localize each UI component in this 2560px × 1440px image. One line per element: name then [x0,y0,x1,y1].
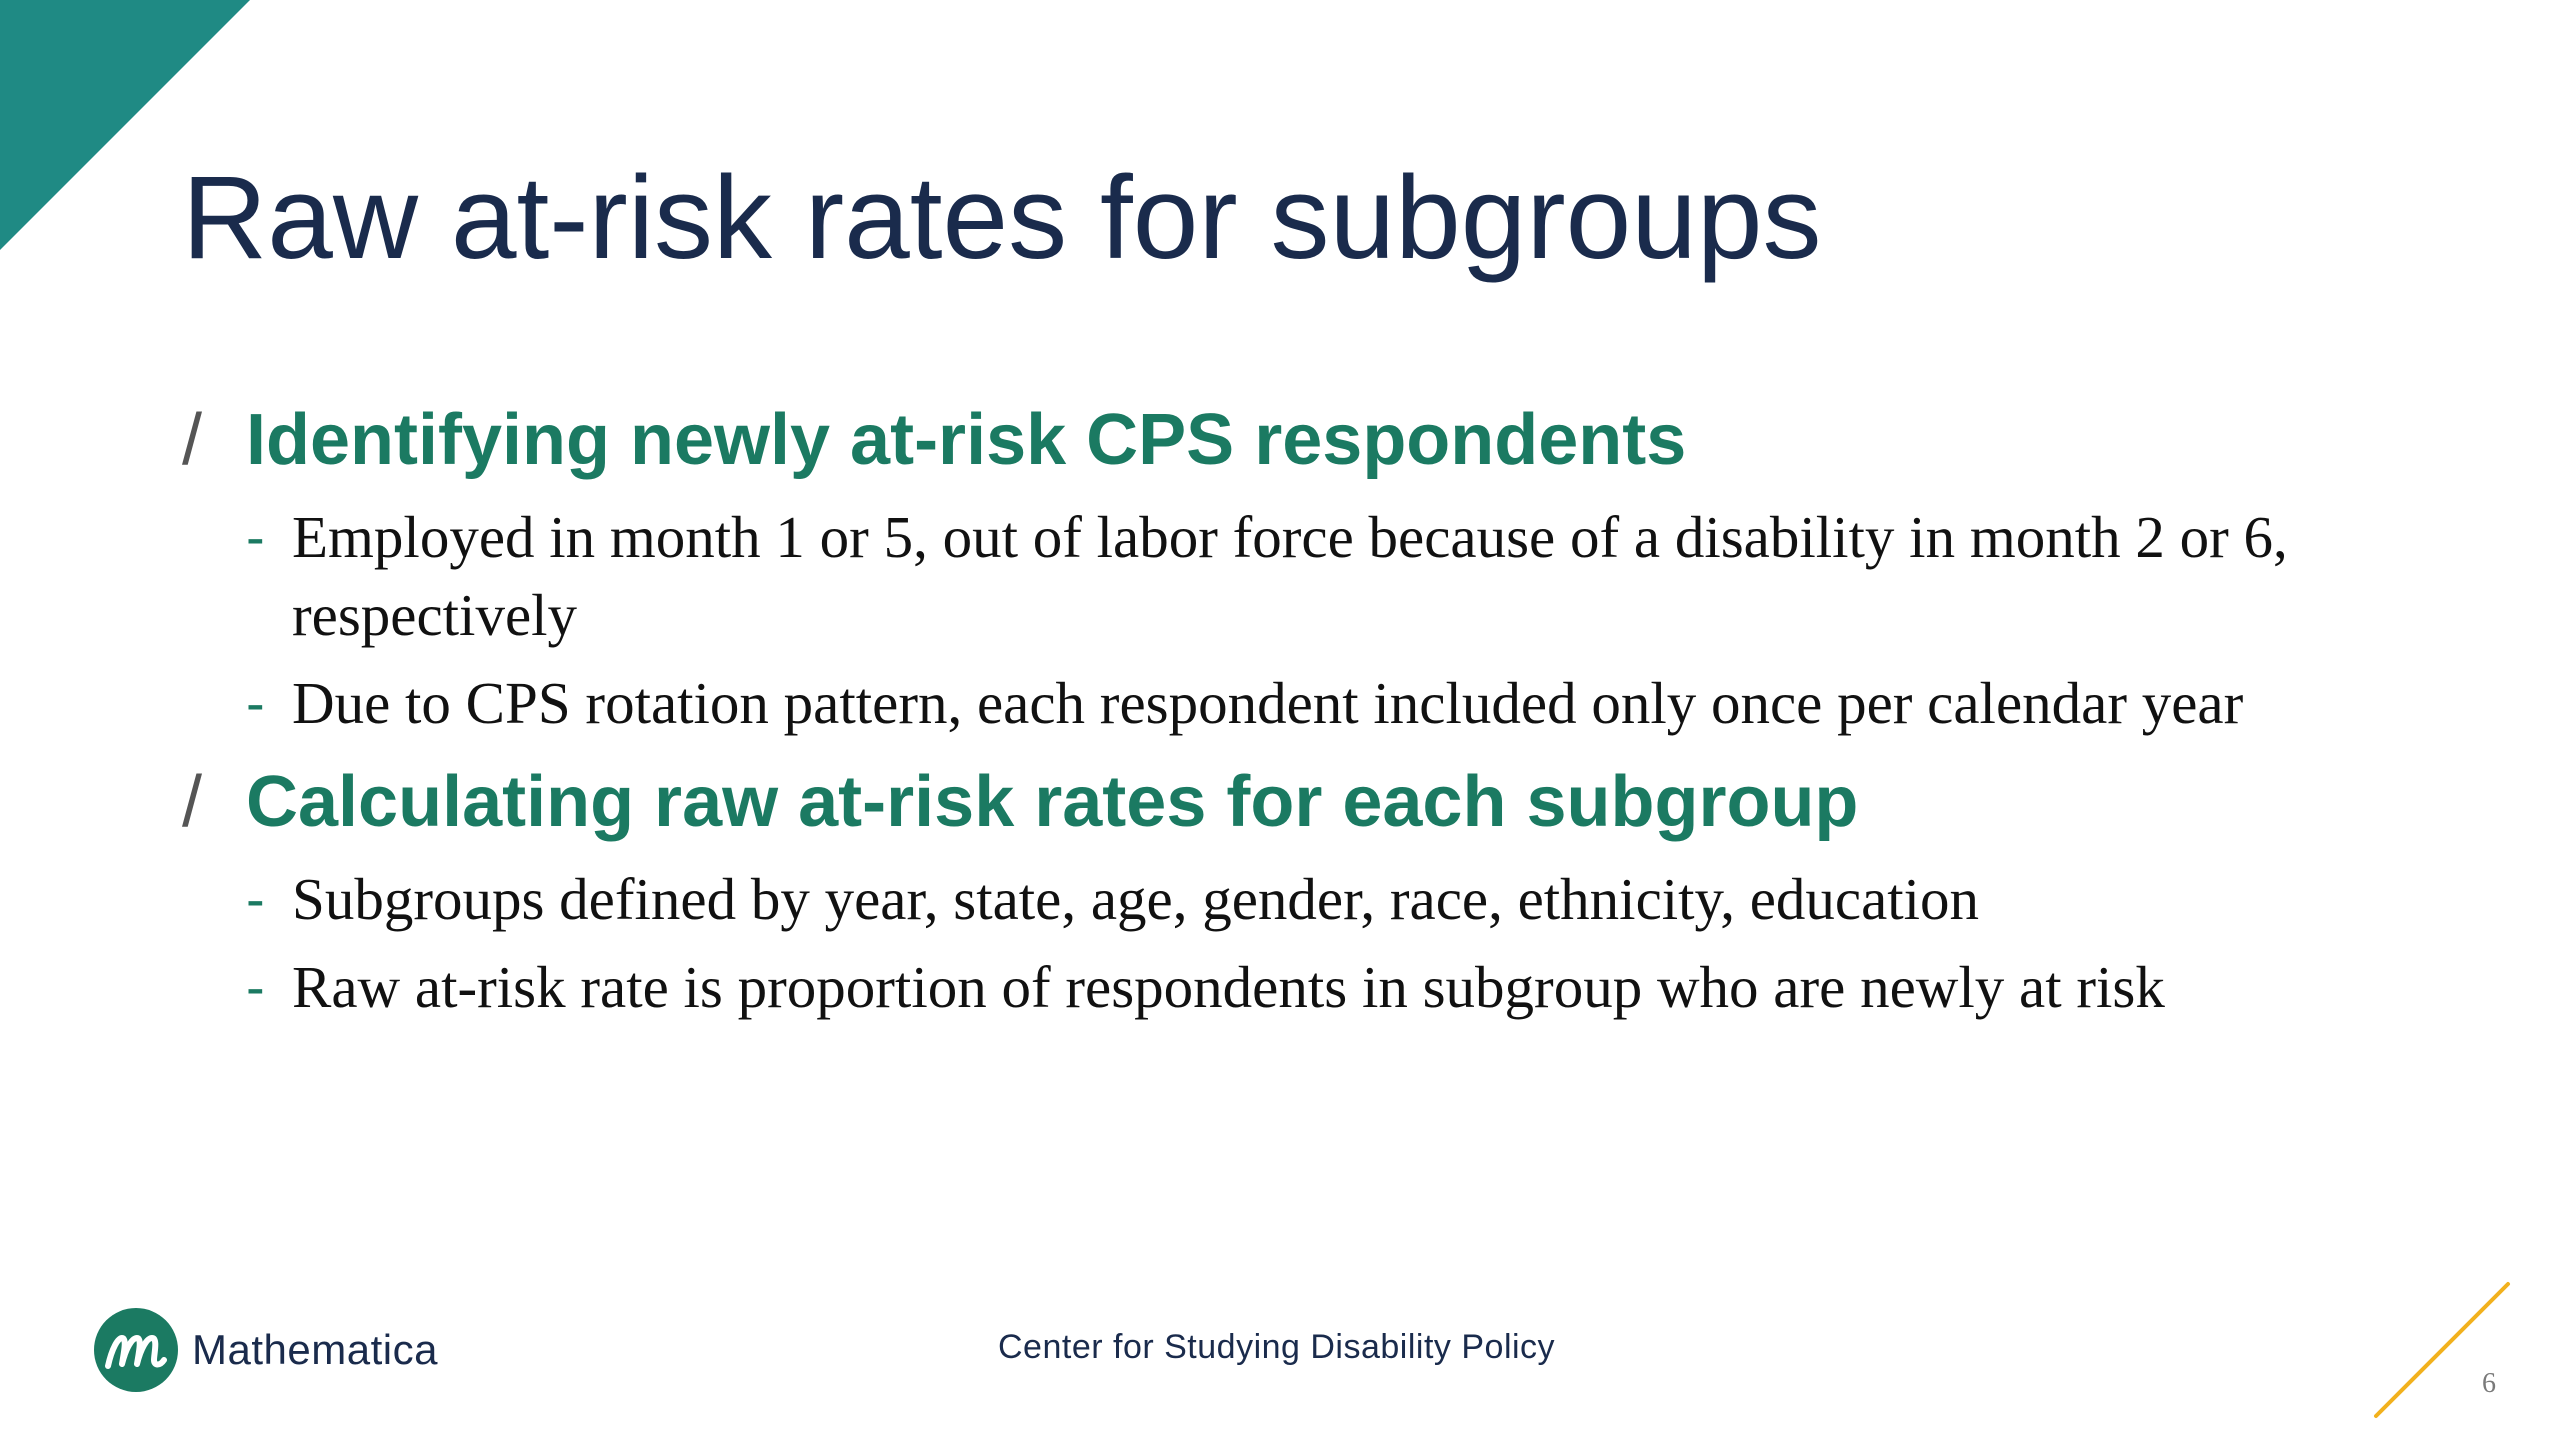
slide-content: / Identifying newly at-risk CPS responde… [182,390,2412,1036]
bullet-text: Employed in month 1 or 5, out of labor f… [292,504,2288,648]
bullet-text: Raw at-risk rate is proportion of respon… [292,954,2165,1020]
list-item: - Employed in month 1 or 5, out of labor… [246,498,2412,654]
list-item: - Subgroups defined by year, state, age,… [246,860,2412,938]
bullet-text: Due to CPS rotation pattern, each respon… [292,670,2244,736]
section-identifying: / Identifying newly at-risk CPS responde… [182,390,2412,742]
section-heading-text: Identifying newly at-risk CPS respondent… [246,400,1687,480]
list-item: - Due to CPS rotation pattern, each resp… [246,664,2412,742]
corner-triangle-decoration [0,0,250,250]
logo-name: Mathematica [192,1326,438,1373]
section-heading: / Identifying newly at-risk CPS responde… [182,390,2412,490]
dash-marker: - [246,955,265,1018]
list-item: - Raw at-risk rate is proportion of resp… [246,948,2412,1026]
mathematica-m-logo-icon [94,1308,178,1392]
bullet-list: - Employed in month 1 or 5, out of labor… [182,498,2412,742]
dash-marker: - [246,867,265,930]
bullet-list: - Subgroups defined by year, state, age,… [182,860,2412,1026]
footer-logo: Mathematica [94,1308,438,1392]
diagonal-line-decoration [2374,1282,2510,1418]
footer-center-text: Center for Studying Disability Policy [998,1328,1556,1366]
section-heading-text: Calculating raw at-risk rates for each s… [246,762,1859,842]
slash-marker: / [182,762,203,842]
section-heading: / Calculating raw at-risk rates for each… [182,752,2412,852]
slash-marker: / [182,400,203,480]
dash-marker: - [246,505,265,568]
bullet-text: Subgroups defined by year, state, age, g… [292,866,1980,932]
section-calculating: / Calculating raw at-risk rates for each… [182,752,2412,1026]
page-number: 6 [2482,1368,2496,1399]
dash-marker: - [246,671,265,734]
slide-title: Raw at-risk rates for subgroups [182,152,1822,284]
